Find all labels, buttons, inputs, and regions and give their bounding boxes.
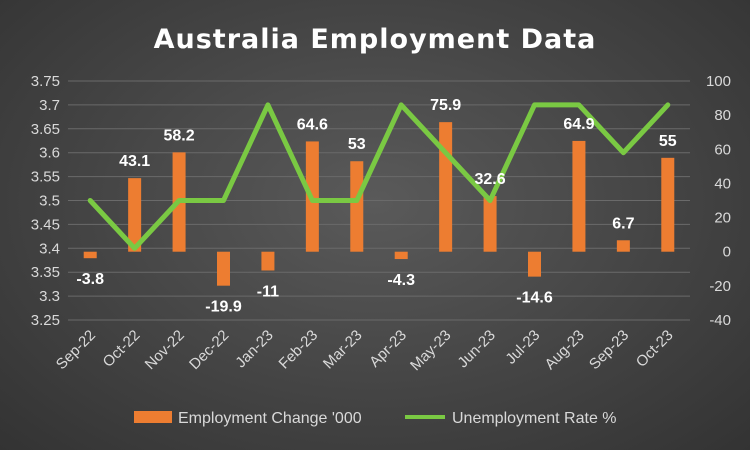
right-tick-label: -40 [709,312,731,329]
right-tick-label: 40 [714,175,731,192]
legend-swatch-bar [134,411,172,423]
right-tick-label: 80 [714,107,731,124]
gridlines [68,80,690,321]
right-axis: -40 -20 0 20 40 60 80 100 [706,73,731,329]
line-series [87,102,671,251]
right-tick-label: 60 [714,141,731,158]
data-label: 32.6 [475,171,506,188]
bar [616,240,630,252]
x-tick-label: Dec-22 [186,327,232,373]
data-label: -4.3 [387,272,415,289]
data-label: 58.2 [164,127,195,144]
left-tick-label: 3.45 [31,216,60,233]
data-label: 64.6 [297,116,328,133]
left-tick-label: 3.7 [39,97,60,114]
data-label: 55 [659,133,677,150]
left-tick-label: 3.5 [39,193,60,210]
bar-series [83,122,675,286]
x-tick-label: Apr-23 [366,327,410,371]
right-tick-label: 20 [714,210,731,227]
bar [261,251,275,271]
left-tick-label: 3.65 [31,121,60,138]
bar [439,122,453,252]
right-tick-label: 100 [706,73,731,90]
left-tick-label: 3.4 [39,240,60,257]
x-tick-label: Jun-23 [454,327,498,371]
x-tick-label: Oct-22 [100,327,144,371]
right-tick-label: -20 [709,278,731,295]
bar [350,161,364,252]
bar [528,251,541,277]
data-label: 75.9 [430,97,461,114]
left-tick-label: 3.55 [31,169,60,186]
bar [394,251,408,260]
data-labels: -3.8 43.1 58.2 -19.9 -11 64.6 53 -4.3 75.9 32.6 -1… [76,97,676,316]
x-tick-label: May-23 [407,327,454,374]
data-label: 6.7 [612,215,634,232]
x-tick-label: Jan-23 [232,327,276,371]
left-tick-label: 3.75 [31,73,60,90]
left-tick-label: 3.25 [31,312,60,329]
x-tick-label: Aug-23 [542,327,588,373]
x-tick-label: Feb-23 [276,327,322,373]
legend-label-line: Unemployment Rate % [452,410,617,427]
x-tick-label: Oct-23 [633,327,677,371]
data-label: 43.1 [119,153,150,170]
bar [572,140,586,252]
data-label: 64.9 [563,116,594,133]
data-label: 53 [348,136,366,153]
bar [661,157,675,252]
data-label: -3.8 [76,271,104,288]
bar [483,196,497,252]
data-label: -14.6 [516,290,553,307]
x-tick-label: Sep-22 [53,327,99,373]
data-label: -19.9 [205,299,242,316]
legend: Employment Change '000 Unemployment Rate… [134,410,617,427]
x-tick-label: Sep-23 [586,327,632,373]
left-tick-label: 3.35 [31,264,60,281]
bar [128,178,142,252]
left-tick-label: 3.3 [39,288,60,305]
right-tick-label: 0 [723,244,731,261]
legend-label-bar: Employment Change '000 [178,410,362,427]
left-axis: 3.25 3.3 3.35 3.4 3.45 3.5 3.55 3.6 3.65 3.7 3.75 [31,73,60,329]
bar [217,251,230,286]
left-tick-label: 3.6 [39,145,60,162]
x-tick-label: Nov-22 [142,327,188,373]
chart-title: Australia Employment Data [154,24,597,55]
x-tick-label: Mar-23 [320,327,366,373]
unemployment-line [87,102,671,251]
data-label: -11 [257,283,279,300]
bar [83,251,97,259]
x-tick-label: Jul-23 [502,327,543,368]
